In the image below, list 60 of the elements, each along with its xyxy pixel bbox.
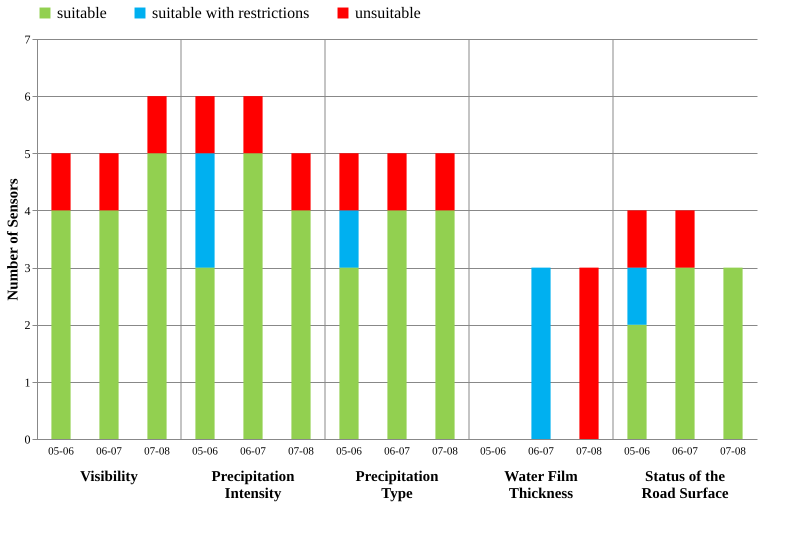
y-tick-label: 2	[24, 318, 30, 332]
bar	[147, 96, 167, 154]
bar	[51, 210, 71, 439]
bar	[291, 153, 311, 210]
bar	[147, 153, 167, 439]
x-tick-label: 05-06	[624, 446, 650, 458]
x-tick-label: 06-07	[384, 446, 410, 458]
bar	[675, 210, 695, 268]
y-tick-label: 5	[24, 146, 30, 161]
text: Water Film Thickness	[504, 469, 578, 502]
x-tick-label: 07-08	[144, 446, 170, 458]
bar	[51, 153, 71, 210]
bar	[195, 153, 215, 268]
bar	[339, 153, 359, 210]
y-tick-label: 6	[24, 90, 30, 104]
bar	[99, 153, 119, 210]
bar	[627, 324, 647, 439]
x-tick-label: 07-08	[288, 446, 314, 458]
legend-label: suitable with restrictions	[152, 5, 310, 22]
y-tick-label: 0	[24, 432, 30, 446]
x-tick-label: 06-07	[528, 446, 554, 458]
text: Precipitation Intensity	[211, 469, 296, 502]
x-tick-label: 07-08	[432, 446, 458, 458]
bar	[339, 268, 359, 439]
y-tick-label: 1	[24, 375, 30, 390]
x-tick-label: 05-06	[48, 446, 74, 458]
x-tick-label: 06-07	[240, 446, 266, 458]
bar	[435, 153, 455, 210]
bar	[723, 268, 743, 439]
x-tick-label: 05-06	[336, 446, 362, 458]
y-tick-label: 3	[24, 261, 30, 276]
y-tick-label: 4	[24, 204, 30, 218]
x-tick-label: 05-06	[192, 446, 218, 458]
bar	[627, 210, 647, 268]
x-tick-label: 07-08	[576, 446, 602, 458]
legend-label: unsuitable	[355, 5, 421, 22]
x-tick-label: 05-06	[480, 446, 506, 458]
bar	[435, 210, 455, 439]
bar	[243, 153, 263, 439]
y-tick-label: 7	[24, 32, 30, 46]
bar	[99, 210, 119, 439]
bar	[243, 96, 263, 154]
bar	[531, 268, 551, 439]
bar	[195, 96, 215, 154]
x-tick-label: 06-07	[672, 446, 698, 458]
y-axis-title: Number of Sensors	[6, 178, 22, 301]
bar	[387, 153, 407, 210]
text: Status of the Road Surface	[641, 469, 729, 502]
bar	[387, 210, 407, 439]
bar	[627, 268, 647, 325]
x-tick-label: 07-08	[720, 446, 746, 458]
text: Visibility	[80, 469, 138, 485]
legend-label: suitable	[57, 5, 107, 22]
bar	[675, 268, 695, 439]
bar	[195, 268, 215, 439]
bar	[579, 268, 599, 439]
bar	[291, 210, 311, 439]
x-tick-label: 06-07	[96, 446, 122, 458]
text: Precipitation Type	[355, 469, 440, 502]
bar	[339, 210, 359, 268]
